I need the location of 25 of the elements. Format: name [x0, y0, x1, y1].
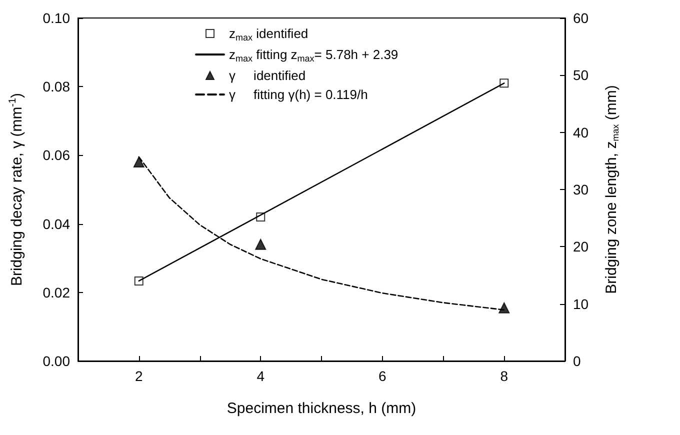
point — [133, 156, 144, 168]
y2-tick-label: 0 — [573, 353, 581, 369]
legend-label: γ fitting γ(h) = 0.119/h — [229, 87, 368, 102]
y-tick-label: 0.08 — [42, 78, 70, 95]
y2-tick-label: 30 — [573, 182, 589, 198]
y2-tick-label: 40 — [573, 124, 589, 140]
x-tick-label: 2 — [134, 368, 143, 384]
x-tick-label: 8 — [500, 368, 508, 384]
y2-tick-label: 10 — [573, 296, 589, 312]
y2-axis-title: Bridging zone length, zmax (mm) — [603, 85, 620, 294]
x-axis-title: Specimen thickness, h (mm) — [226, 400, 416, 417]
y-tick-label: 0.04 — [42, 216, 70, 232]
y2-tick-label: 20 — [573, 238, 589, 255]
point — [255, 238, 266, 250]
y-tick-label: 0.10 — [42, 10, 70, 26]
y2-tick-label: 60 — [573, 10, 589, 26]
y-axis-title: Bridging decay rate, γ (mm-1) — [8, 92, 26, 286]
x-tick-label: 4 — [256, 368, 265, 384]
legend-label: γ identified — [229, 68, 306, 83]
y-tick-label: 0.02 — [42, 284, 70, 300]
point — [498, 302, 510, 314]
y2-tick-label: 50 — [573, 67, 589, 84]
x-tick-label: 6 — [378, 368, 386, 384]
y-tick-label: 0.06 — [42, 147, 70, 164]
y-tick-label: 0.00 — [42, 353, 70, 369]
